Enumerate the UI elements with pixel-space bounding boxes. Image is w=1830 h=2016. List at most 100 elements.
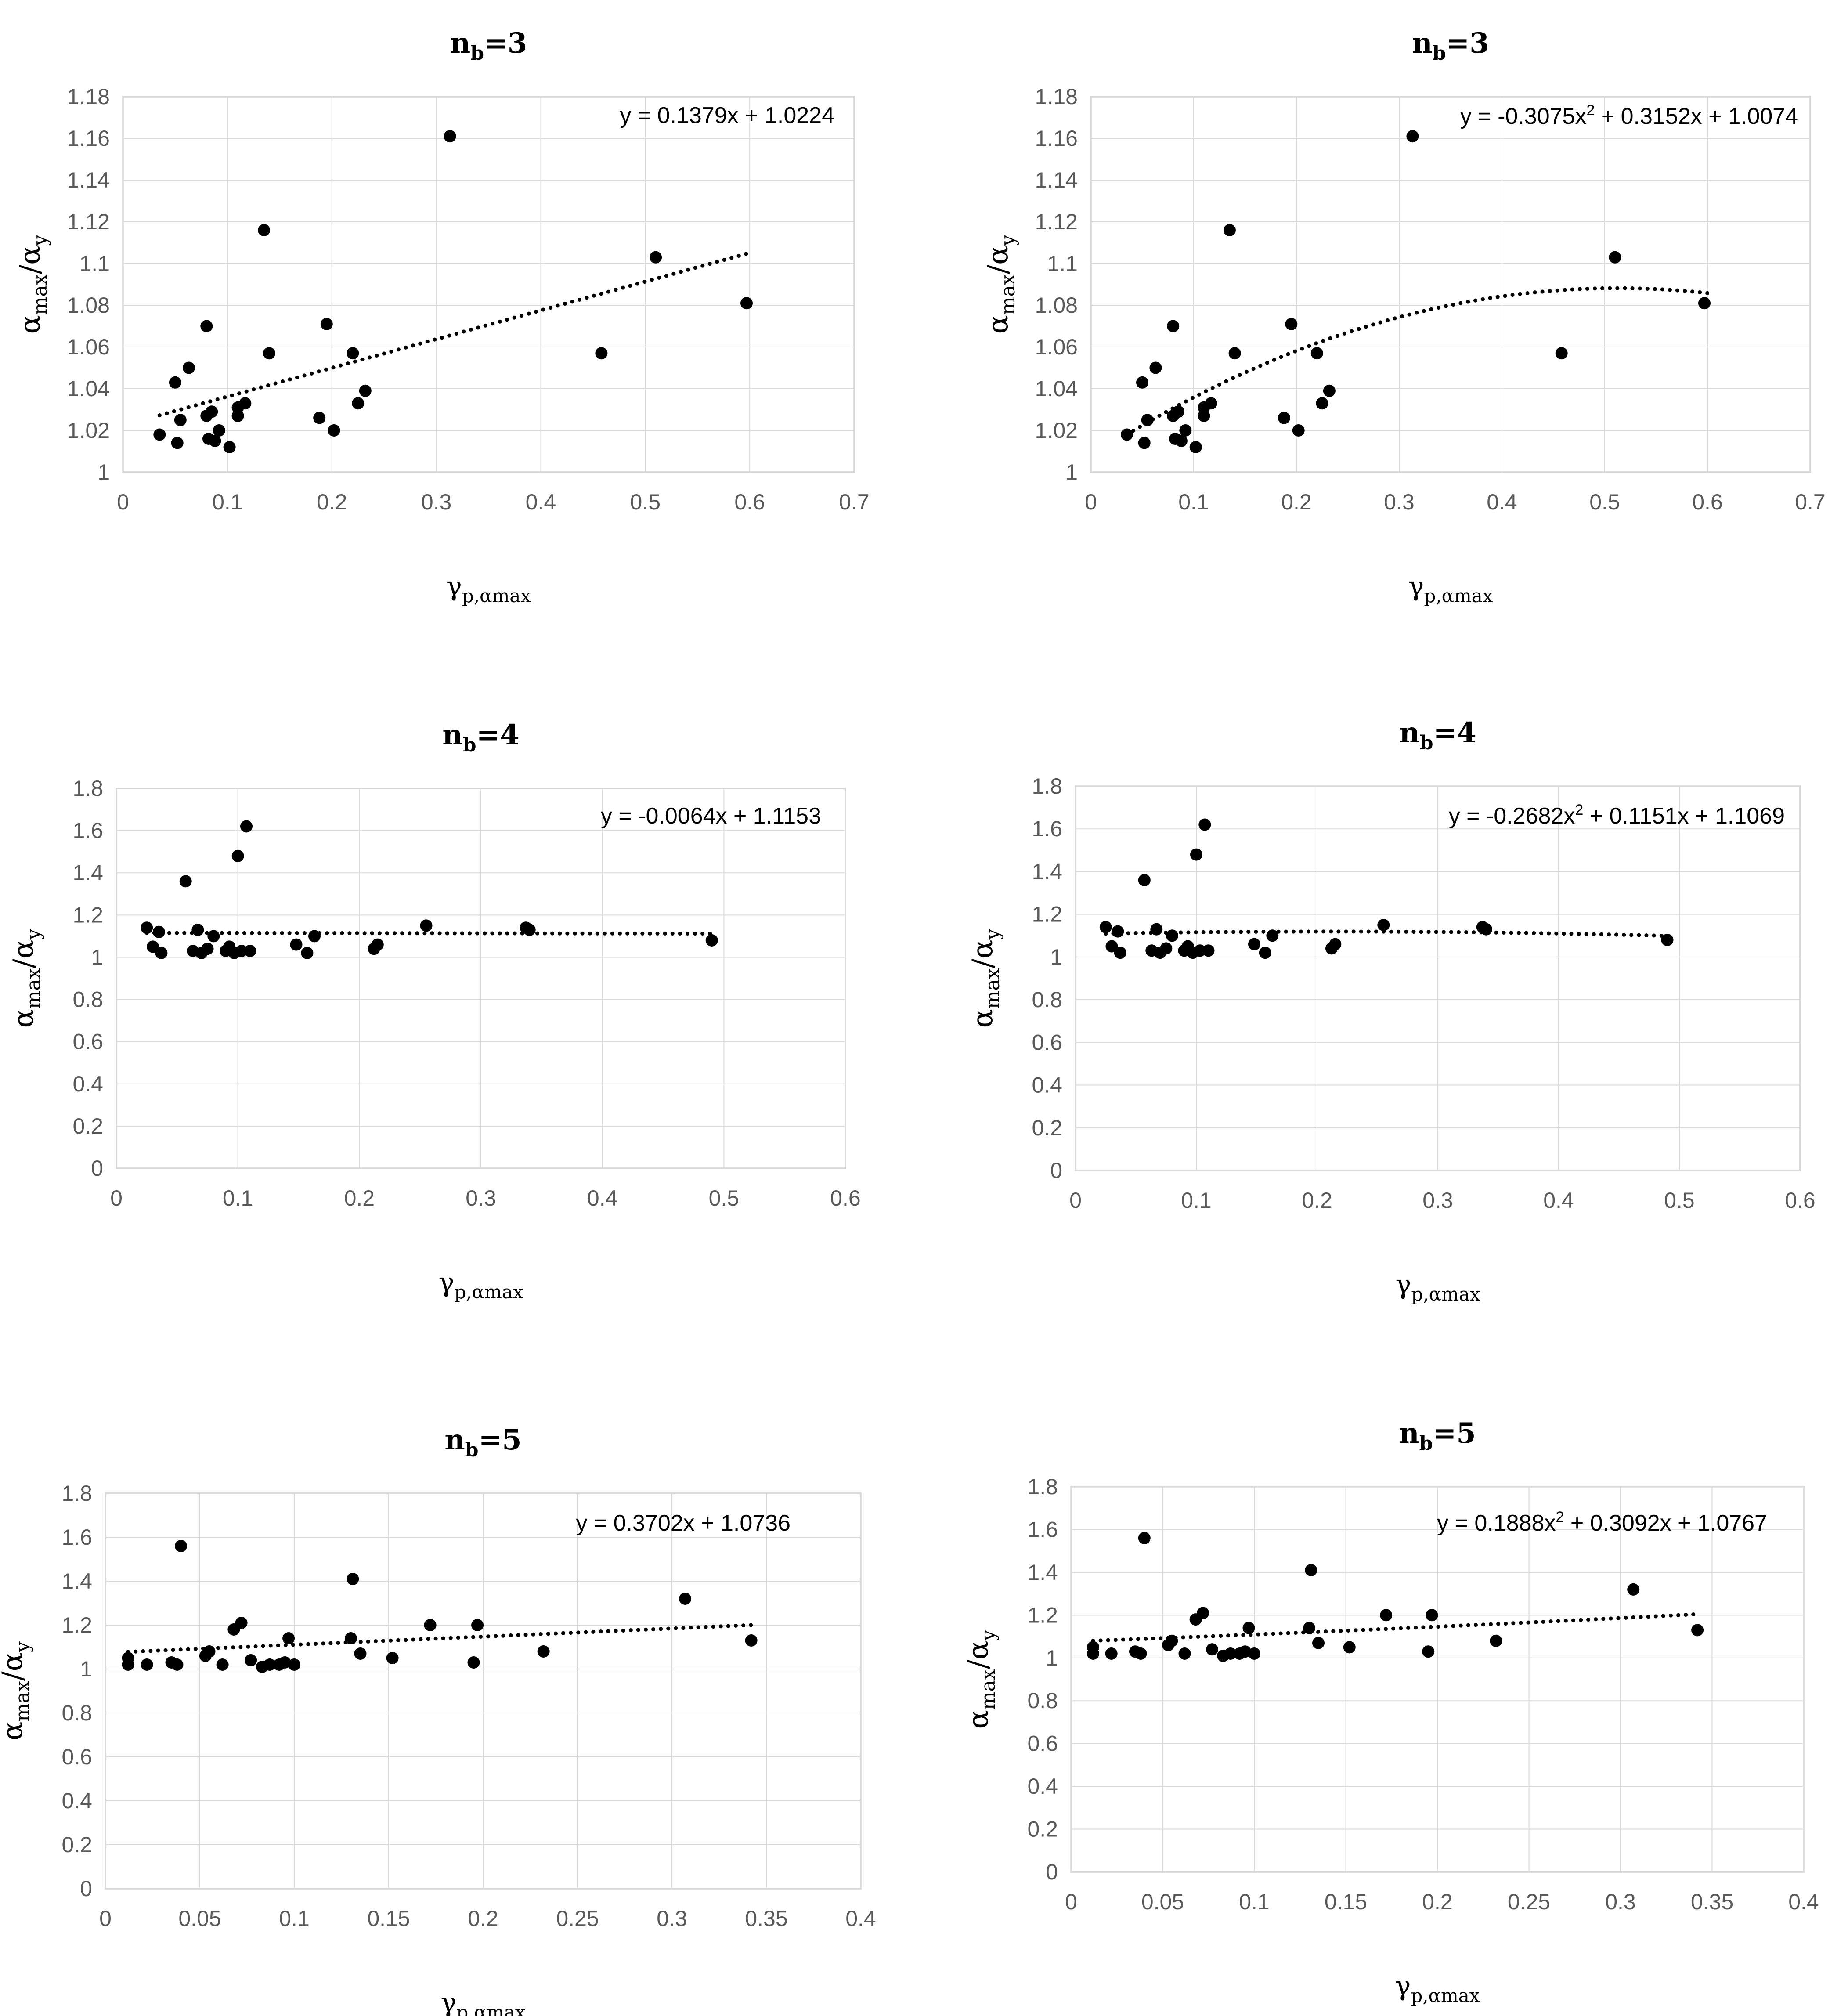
data-point [740, 297, 753, 310]
data-point [1422, 1645, 1435, 1658]
data-point [1480, 923, 1492, 936]
data-point [1316, 397, 1328, 410]
x-tick-label: 0 [1069, 1188, 1082, 1213]
data-point [147, 940, 159, 953]
x-tick-label: 0.6 [734, 490, 765, 514]
data-point [1691, 1624, 1704, 1637]
y-tick-label: 1.6 [61, 1525, 92, 1550]
data-point [231, 409, 244, 422]
x-tick-label: 0 [99, 1906, 112, 1931]
chart-title: nb=5 [444, 1423, 521, 1461]
y-tick-label: 0 [80, 1876, 92, 1901]
y-tick-label: 1.14 [67, 168, 110, 192]
data-point [153, 428, 166, 441]
x-tick-label: 0.6 [1785, 1188, 1816, 1213]
data-point [179, 875, 192, 888]
trendline [126, 1623, 754, 1654]
x-tick-label: 0.2 [1302, 1188, 1332, 1213]
chart-panel-nb3-quadratic: nb=3 0 0.1 0.2 0.3 0.4 0.5 0.6 0.7 1 1.02 1.04 1.06 1… [982, 27, 1826, 607]
y-tick-label: 0 [91, 1156, 103, 1181]
data-point [1198, 409, 1210, 422]
chart-title: nb=4 [1399, 716, 1476, 754]
data-point [320, 318, 333, 330]
data-point [328, 424, 340, 437]
data-point [207, 930, 220, 943]
data-point [1167, 320, 1180, 332]
data-point [1698, 297, 1711, 310]
data-point [1310, 347, 1323, 360]
data-point [174, 414, 187, 426]
y-tick-label: 1.8 [1032, 774, 1062, 798]
data-point [1239, 1645, 1252, 1658]
data-point [288, 1658, 300, 1671]
x-tick-label: 0.1 [1178, 490, 1209, 514]
chart-panel-nb4-linear: nb=4 0 0.1 0.2 0.3 0.4 0.5 0.6 0 0.2 0.4 0.6 0.8 1 1.2… [7, 719, 861, 1303]
y-tick-label: 1.2 [72, 903, 103, 927]
data-point [155, 947, 168, 959]
data-point [1198, 818, 1211, 831]
y-axis-label: αmax/αy [982, 235, 1019, 334]
trendline [1091, 1612, 1700, 1643]
data-point [679, 1593, 692, 1605]
y-tick-label: 0 [1050, 1158, 1062, 1183]
data-point [595, 347, 608, 360]
data-point [258, 224, 271, 236]
y-tick-label: 1 [97, 460, 110, 484]
x-axis-label: γp,αmax [440, 1987, 525, 2016]
data-point [122, 1658, 134, 1671]
y-tick-label: 1.8 [72, 776, 103, 801]
data-point [1150, 923, 1163, 936]
data-point [471, 1619, 484, 1631]
x-tick-label: 0.5 [709, 1186, 740, 1210]
y-tick-label: 1.8 [1027, 1474, 1058, 1499]
data-point [359, 384, 372, 397]
x-axis-label: γp,αmax [446, 571, 531, 607]
data-point [1329, 938, 1342, 950]
x-tick-label: 0.7 [1795, 490, 1826, 514]
y-tick-label: 1.18 [67, 84, 110, 109]
data-point [1206, 1643, 1219, 1656]
data-point [244, 945, 256, 957]
y-axis-label: αmax/αy [967, 929, 1004, 1028]
data-point [282, 1632, 295, 1644]
data-point [263, 1658, 276, 1671]
y-axis-label: αmax/αy [0, 1641, 34, 1741]
data-point [1105, 1647, 1118, 1660]
x-tick-label: 0.3 [1605, 1890, 1636, 1914]
data-point [206, 405, 218, 418]
x-tick-label: 0.1 [212, 490, 243, 514]
data-point [231, 849, 244, 862]
data-point [1105, 940, 1118, 953]
data-point [705, 934, 718, 947]
data-point [1248, 938, 1260, 950]
data-point [209, 434, 221, 447]
x-tick-label: 0.05 [1141, 1890, 1184, 1914]
x-tick-label: 0.3 [1384, 490, 1415, 514]
chart-panel-nb3-linear: nb=3 0 0.1 0.2 0.3 0.4 0.5 0.6 0.7 1 1.02 1.04 1.06 1… [14, 27, 870, 607]
data-point [1160, 942, 1173, 955]
y-tick-label: 1.2 [1032, 902, 1062, 927]
y-tick-label: 0.2 [72, 1114, 103, 1138]
data-point [1166, 929, 1178, 942]
data-point [1380, 1609, 1393, 1622]
trendline-equation: y = 0.1888x2 + 0.3092x + 1.0767 [1437, 1509, 1767, 1536]
x-tick-label: 0.5 [630, 490, 661, 514]
chart-panel-nb5-quadratic: nb=5 0 0.05 0.1 0.15 0.2 0.25 0.3 0.35 0.4 0 0.2 0.4… [962, 1417, 1819, 2006]
data-point [1099, 921, 1112, 933]
data-point [213, 424, 225, 437]
x-tick-label: 0.1 [279, 1906, 310, 1931]
x-tick-label: 0.1 [1181, 1188, 1212, 1213]
x-tick-label: 0.4 [1487, 490, 1517, 514]
x-tick-label: 0.4 [1543, 1188, 1574, 1213]
data-point [1490, 1634, 1502, 1647]
trendline [157, 251, 752, 418]
data-point [1114, 947, 1126, 959]
data-point [1138, 437, 1151, 449]
x-tick-label: 0.35 [1691, 1890, 1733, 1914]
y-tick-label: 0.8 [61, 1701, 92, 1725]
x-tick-label: 0.15 [367, 1906, 410, 1931]
x-tick-label: 0.4 [587, 1186, 618, 1210]
data-point [200, 320, 213, 332]
data-point [1248, 1647, 1260, 1660]
data-point [1627, 1583, 1640, 1596]
